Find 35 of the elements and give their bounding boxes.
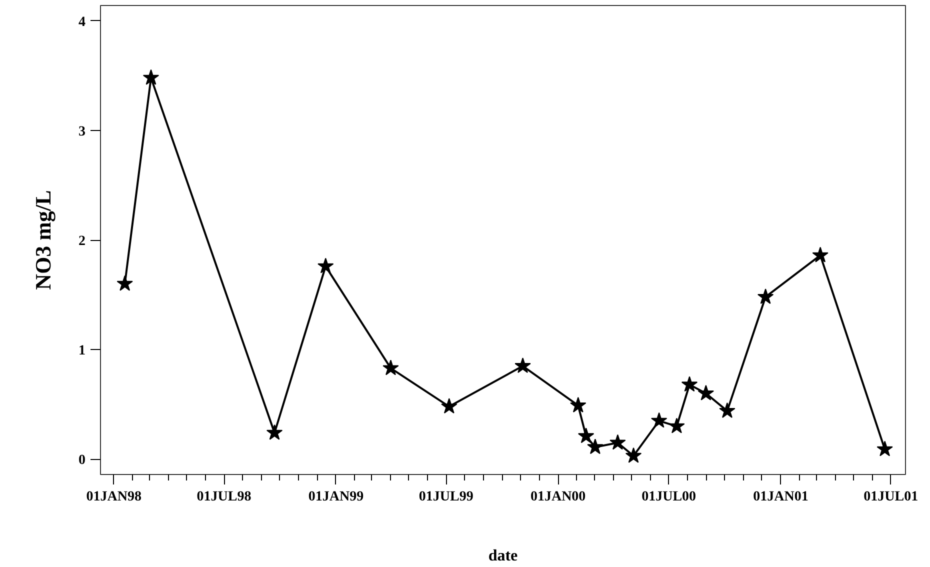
x-axis-title: date bbox=[488, 548, 518, 564]
point bbox=[266, 424, 283, 440]
point bbox=[318, 258, 334, 274]
x-tick-label: 01JUL01 bbox=[864, 490, 918, 504]
point bbox=[587, 438, 604, 454]
point bbox=[876, 440, 893, 456]
point bbox=[812, 246, 828, 262]
x-tick-label: 01JUL00 bbox=[642, 490, 696, 504]
y-tick-label: 3 bbox=[78, 124, 86, 140]
point bbox=[698, 384, 714, 400]
point bbox=[142, 69, 160, 85]
y-axis-title: NO3 mg/L bbox=[30, 190, 56, 290]
point bbox=[570, 396, 586, 412]
x-tick-label: 01JAN98 bbox=[86, 490, 142, 504]
x-tick-label: 01JAN01 bbox=[753, 490, 808, 504]
y-tick-label: 4 bbox=[78, 14, 86, 30]
y-tick-label: 2 bbox=[78, 234, 86, 249]
point bbox=[382, 360, 399, 376]
point bbox=[610, 434, 626, 450]
point bbox=[625, 447, 642, 463]
point bbox=[668, 418, 685, 434]
point bbox=[578, 428, 594, 444]
point bbox=[681, 376, 698, 392]
x-tick-label: 01JUL98 bbox=[196, 490, 252, 504]
point bbox=[650, 412, 668, 428]
point bbox=[441, 398, 458, 414]
y-tick-label: 0 bbox=[78, 453, 86, 468]
point bbox=[719, 402, 736, 418]
y-tick-label: 1 bbox=[78, 344, 86, 359]
x-tick-label: 01JAN99 bbox=[308, 490, 364, 504]
point bbox=[757, 288, 774, 304]
x-tick-label: 01JAN00 bbox=[530, 490, 586, 504]
x-tick-label: 01JUL99 bbox=[418, 490, 474, 504]
point bbox=[116, 275, 133, 291]
point bbox=[514, 358, 531, 373]
